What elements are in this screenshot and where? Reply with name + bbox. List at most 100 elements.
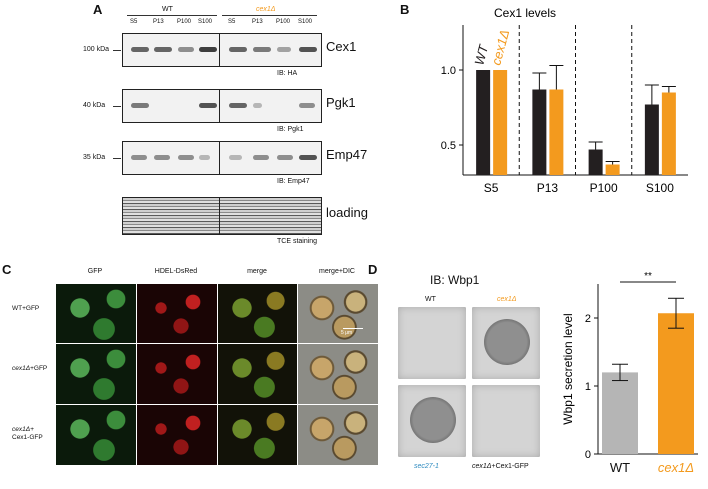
band (299, 155, 317, 160)
band (131, 155, 148, 160)
category-label: P13 (537, 181, 559, 195)
secretion-halo (484, 319, 530, 365)
y-axis-label: Wbp1 secretion level (561, 313, 575, 424)
band (277, 47, 292, 52)
blot-name: loading (326, 205, 368, 220)
category-label: S100 (646, 181, 674, 195)
bar-mutant (549, 89, 564, 175)
mw-marker: 100 kDa (83, 46, 110, 53)
blot-ib-label: IB: HA (277, 70, 298, 77)
lane-label: S5 (228, 19, 236, 25)
bar-mutant (493, 70, 508, 175)
category-label: S5 (484, 181, 499, 195)
column-header: merge (247, 268, 267, 275)
series-label: cex1Δ (488, 28, 512, 67)
scale-bar-label: 5 μm (341, 330, 353, 336)
micrograph-merge (217, 283, 299, 345)
band (229, 103, 247, 108)
significance-label: ** (644, 271, 652, 282)
row-label: cex1Δ+ Cex1-GFP (12, 426, 54, 442)
row-label-strain: cex1Δ (12, 365, 31, 372)
band (131, 47, 149, 52)
band (229, 155, 242, 160)
band (277, 155, 294, 160)
blot-name: Cex1 (326, 39, 357, 54)
row-label-construct: +GFP (30, 365, 48, 372)
column-header: merge+DIC (319, 268, 355, 275)
bar-wt (532, 89, 547, 175)
category-label: WT (610, 460, 630, 475)
blot-loading (122, 197, 322, 235)
micrograph-gfp (55, 404, 137, 466)
bar-mutant (661, 92, 676, 175)
blot-lane-divider (219, 198, 220, 234)
micrograph-merge (217, 404, 299, 466)
micrograph-dsred (136, 283, 218, 345)
panel-d-letter: D (368, 262, 378, 277)
row-label-construct: Cex1-GFP (12, 434, 43, 441)
blot-emp47 (122, 141, 322, 175)
y-tick-label: 1.0 (441, 65, 456, 77)
micrograph-dsred (136, 404, 218, 466)
sec27-label: sec27-1 (414, 463, 439, 470)
y-tick-label: 2 (585, 313, 591, 325)
blot-lane-divider (219, 90, 220, 122)
lane-label: P13 (153, 19, 164, 25)
lane-label: S5 (130, 19, 138, 25)
lane-label: S100 (298, 19, 313, 25)
row-label-strain: WT (12, 305, 23, 312)
blot-lane-divider (219, 34, 220, 66)
series-label: WT (471, 42, 491, 66)
band (299, 47, 317, 52)
panel-a-letter: A (93, 2, 103, 17)
mw-marker: 35 kDa (83, 154, 106, 161)
lane-label: S100 (198, 19, 213, 25)
micrograph-merge-dic (297, 404, 379, 466)
band (154, 155, 171, 160)
blot-name: Emp47 (326, 147, 368, 162)
blot-ib-label: TCE staining (277, 238, 318, 245)
bar-mutant (658, 313, 694, 454)
mw-marker: 40 kDa (83, 102, 106, 109)
band (253, 47, 271, 52)
row-label-strain: cex1Δ+ (12, 426, 34, 433)
col-mut-label: cex1Δ (497, 296, 517, 303)
band (131, 103, 149, 108)
blot-pgk1 (122, 89, 322, 123)
column-header: HDEL-DsRed (154, 268, 198, 275)
band (253, 155, 270, 160)
micrograph-merge-dic (297, 283, 379, 345)
micrograph-merge (217, 343, 299, 405)
band (199, 155, 210, 160)
lane-label: P100 (177, 19, 192, 25)
blot-cex1 (122, 33, 322, 67)
bar-wt (602, 372, 638, 454)
bar-wt (476, 70, 491, 175)
band (199, 103, 217, 108)
micrograph-dsred (136, 343, 218, 405)
band (178, 155, 195, 160)
row-label: cex1Δ+GFP (12, 365, 54, 373)
secretion-halo (410, 397, 456, 443)
row-label-construct: +GFP (22, 305, 40, 312)
plate-sec27 (397, 384, 467, 458)
chart-b-title: Cex1 levels (494, 6, 556, 20)
mw-tick (113, 50, 121, 51)
band (229, 47, 247, 52)
y-tick-label: 1 (585, 381, 591, 393)
mw-tick (113, 106, 121, 107)
scale-bar (343, 328, 363, 329)
column-header: GFP (87, 268, 103, 275)
lane-label: P100 (276, 19, 291, 25)
wbp1-secretion-chart: 0 1 2 Wbp1 secretion level WT cex1Δ ** (561, 271, 698, 475)
blot-name: Pgk1 (326, 95, 356, 110)
plate-cex1 (471, 306, 541, 380)
panel-b-letter: B (400, 2, 410, 17)
group-wt-label: WT (162, 6, 173, 13)
band (253, 103, 262, 108)
band (178, 47, 195, 52)
row-label: WT+GFP (12, 305, 54, 313)
category-label: P100 (590, 181, 618, 195)
panel-d-ib-label: IB: Wbp1 (430, 273, 480, 287)
